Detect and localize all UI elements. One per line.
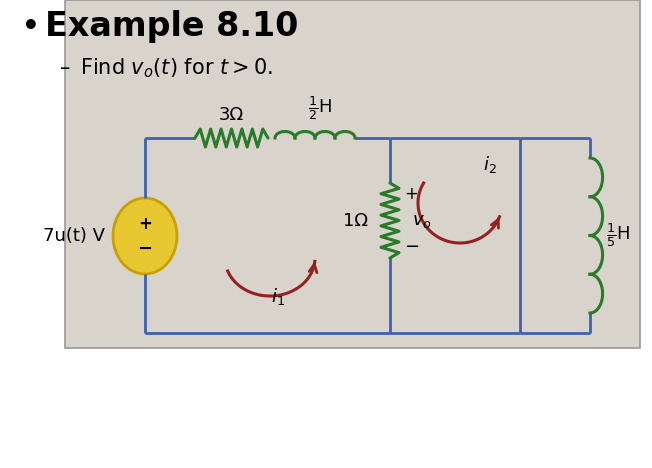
Text: Find $v_o(t)$ for $t > 0$.: Find $v_o(t)$ for $t > 0$.	[80, 56, 273, 80]
Text: $\frac{1}{5}$H: $\frac{1}{5}$H	[606, 221, 630, 249]
Text: +: +	[404, 185, 418, 203]
Text: −: −	[138, 240, 153, 258]
Text: $i_2$: $i_2$	[483, 154, 497, 175]
Bar	[65, 0, 640, 348]
Text: $v_o$: $v_o$	[412, 212, 432, 229]
Text: •: •	[22, 13, 40, 41]
Text: $i_1$: $i_1$	[271, 286, 285, 307]
Text: 7u(t) V: 7u(t) V	[43, 227, 105, 245]
Text: –: –	[60, 58, 70, 78]
Text: −: −	[404, 238, 419, 256]
Text: 1Ω: 1Ω	[343, 212, 368, 229]
Text: +: +	[138, 215, 152, 233]
Ellipse shape	[113, 198, 177, 274]
Text: 3Ω: 3Ω	[219, 106, 244, 124]
Text: $\frac{1}{2}$H: $\frac{1}{2}$H	[308, 94, 332, 122]
Text: Example 8.10: Example 8.10	[45, 10, 299, 43]
